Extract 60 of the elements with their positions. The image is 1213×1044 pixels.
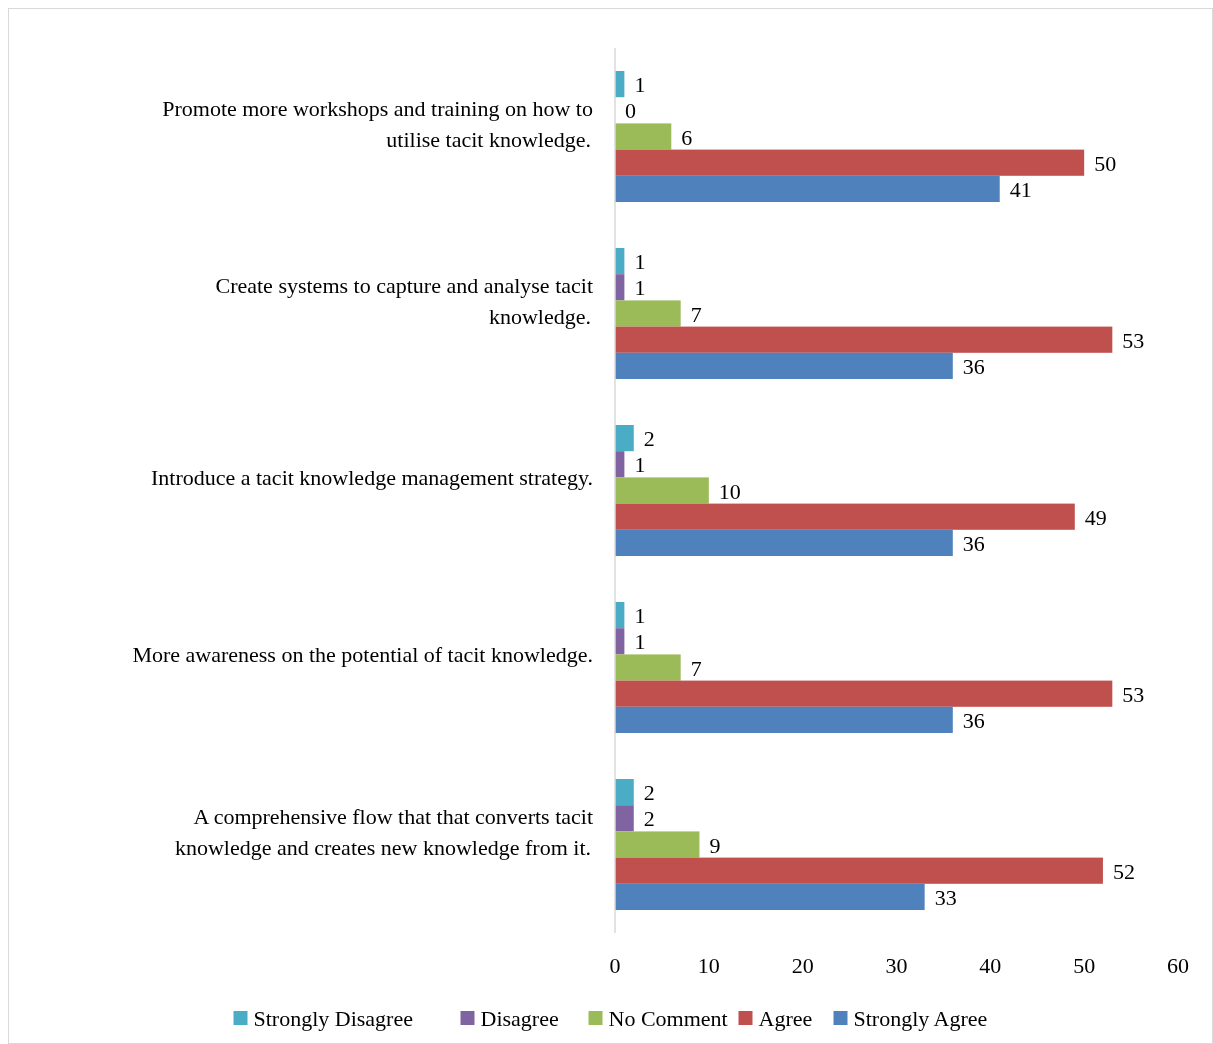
data-label: 53 — [1122, 681, 1145, 707]
data-label: 9 — [709, 832, 721, 858]
data-label: 1 — [634, 275, 646, 301]
data-label: 1 — [634, 452, 646, 478]
data-label: 2 — [643, 780, 655, 806]
x-tick-label: 0 — [609, 953, 621, 978]
x-tick-label: 60 — [1167, 953, 1189, 978]
y-tick-label: More awareness on the potential of tacit knowledge. — [132, 642, 593, 668]
data-label: 7 — [690, 655, 702, 681]
bar — [615, 706, 953, 733]
data-label: 1 — [634, 249, 646, 275]
x-tick-label: 20 — [791, 953, 814, 978]
data-label: 1 — [634, 603, 646, 629]
data-label: 1 — [634, 72, 646, 98]
bar — [615, 175, 1000, 202]
legend-label: Agree — [758, 1006, 813, 1031]
y-tick-label: A comprehensive flow that that converts tacit knowledge and creates new knowledge from it. — [174, 804, 593, 861]
bar — [615, 352, 953, 379]
data-label: 50 — [1094, 150, 1117, 176]
data-label: 49 — [1084, 504, 1107, 530]
bar — [615, 529, 953, 556]
bar — [615, 883, 925, 910]
legend-label: Strongly Disagree — [253, 1006, 413, 1031]
y-tick-label: Promote more workshops and training on how to utilise tacit knowledge. — [162, 96, 593, 153]
legend-label: No Comment — [608, 1006, 728, 1031]
bar — [615, 477, 709, 504]
data-label: 10 — [718, 478, 741, 504]
x-tick-label: 10 — [697, 953, 720, 978]
bar — [615, 123, 672, 150]
data-label: 33 — [934, 884, 957, 910]
bar — [615, 779, 634, 806]
data-label: 41 — [1009, 176, 1032, 202]
bar — [615, 654, 681, 681]
x-tick-label: 50 — [1073, 953, 1096, 978]
y-tick-label: Introduce a tacit knowledge management strategy. — [150, 465, 593, 491]
data-label: 36 — [962, 530, 985, 556]
data-label: 6 — [681, 124, 693, 150]
bar — [615, 326, 1113, 353]
legend-label: Strongly Agree — [853, 1006, 988, 1031]
bar — [615, 805, 634, 832]
data-label: 53 — [1122, 327, 1145, 353]
bar — [615, 831, 700, 858]
data-label: 7 — [690, 301, 702, 327]
data-label: 36 — [962, 707, 985, 733]
bar — [615, 149, 1085, 176]
bar — [615, 857, 1103, 884]
y-tick-label: Create systems to capture and analyse tacit knowledge. — [215, 273, 593, 330]
bar — [615, 425, 634, 452]
data-label: 36 — [962, 353, 985, 379]
bar — [615, 300, 681, 327]
data-label: 52 — [1112, 858, 1135, 884]
data-label: 2 — [643, 426, 655, 452]
data-label: 0 — [625, 98, 636, 124]
x-tick-label: 40 — [979, 953, 1002, 978]
bar — [615, 680, 1113, 707]
data-label: 1 — [634, 629, 646, 655]
x-tick-label: 30 — [885, 953, 908, 978]
legend-label: Disagree — [480, 1006, 559, 1031]
bar — [615, 503, 1075, 530]
data-label: 2 — [643, 806, 655, 832]
